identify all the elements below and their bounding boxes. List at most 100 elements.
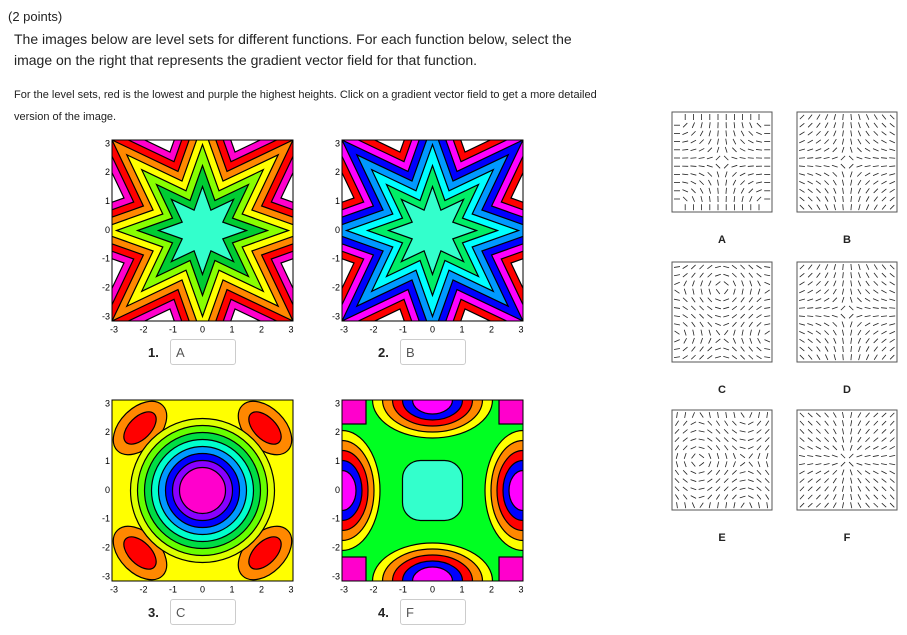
vector-arrow [799,289,805,294]
vector-arrow [756,189,762,193]
vector-arrow [740,502,745,508]
vector-arrow [799,204,805,210]
vector-arrow [889,478,895,483]
field-label: F [843,532,851,544]
vector-arrow [881,196,887,202]
vector-field[interactable] [671,261,773,363]
vector-arrow [856,147,862,153]
vector-arrow [848,305,854,311]
contour-band [248,411,282,445]
vector-arrow [799,412,805,418]
answer-input[interactable]: F [400,599,466,625]
vector-field[interactable] [796,261,898,363]
answer-input[interactable]: C [170,599,236,625]
vector-arrow [690,354,696,360]
vector-arrow [842,280,844,287]
vector-arrow [709,122,711,129]
vector-arrow [842,493,844,501]
field-frame [796,409,898,511]
vector-arrow [889,165,896,167]
vector-arrow [740,180,746,186]
vector-field[interactable] [796,111,898,213]
vector-arrow [807,272,813,278]
vector-arrow [807,446,814,450]
vector-arrow [872,455,879,457]
vector-arrow [715,155,721,161]
vector-arrow [758,411,760,419]
vector-arrow [842,354,844,361]
vector-field[interactable] [671,409,773,511]
vector-arrow [848,313,854,319]
vector-arrow [692,337,695,344]
vector-arrow [865,412,870,418]
vector-arrow [698,462,705,467]
plot-frame [341,399,524,582]
vector-arrow [850,428,853,435]
vector-arrow [807,346,813,352]
vector-arrow [881,486,887,492]
y-tick-label: 2 [335,167,340,177]
vector-arrow [723,155,729,161]
vector-arrow [848,163,854,169]
vector-arrow [824,486,829,492]
vector-arrow [880,165,888,167]
vector-arrow [673,274,681,277]
vector-arrow [731,314,738,319]
vector-arrow [699,139,705,145]
y-tick-label: -1 [102,254,110,264]
vector-arrow [872,307,879,309]
vector-arrow [807,114,813,120]
vector-arrow [833,280,837,287]
contour-band [411,400,454,415]
vector-field[interactable] [796,409,898,511]
vector-arrow [842,272,844,279]
answer-input[interactable]: A [170,339,236,365]
vector-arrow [824,346,829,352]
field-frame [671,409,773,511]
y-tick-label: 2 [105,167,110,177]
vector-arrow [807,188,813,193]
vector-arrow [840,313,846,319]
y-tick-label: 3 [335,398,340,408]
vector-arrow [873,114,878,120]
vector-arrow [865,338,870,344]
vector-arrow [739,453,746,459]
vector-arrow [675,420,679,426]
vector-arrow [799,478,805,483]
vector-arrow [833,114,836,120]
vector-arrow [881,346,887,352]
vector-arrow [698,148,705,152]
vector-arrow [723,486,729,492]
vector-arrow [881,173,887,176]
vector-arrow [740,272,745,278]
vector-arrow [724,494,729,500]
vector-arrow [747,139,754,144]
vector-arrow [708,179,712,186]
vector-arrow [873,478,879,483]
vector-arrow [872,463,879,466]
vector-arrow [889,204,895,210]
vector-arrow [873,130,879,136]
vector-arrow [841,171,845,178]
vector-arrow [816,346,821,352]
vector-arrow [850,272,852,279]
field-label: A [718,234,726,246]
vector-arrow [824,428,829,434]
vector-field[interactable] [671,111,773,213]
vector-arrow [707,494,713,500]
vector-arrow [707,321,713,327]
vector-arrow [724,171,728,178]
vector-arrow [856,171,862,177]
vector-arrow [881,298,887,302]
answer-input[interactable]: B [400,339,466,365]
vector-arrow [881,330,887,335]
vector-arrow [824,114,829,120]
vector-arrow [824,130,829,137]
vector-arrow [873,188,879,194]
vector-arrow [747,157,754,159]
vector-arrow [674,339,680,343]
vector-arrow [723,265,730,269]
vector-arrow [756,469,762,475]
vector-arrow [850,204,852,211]
